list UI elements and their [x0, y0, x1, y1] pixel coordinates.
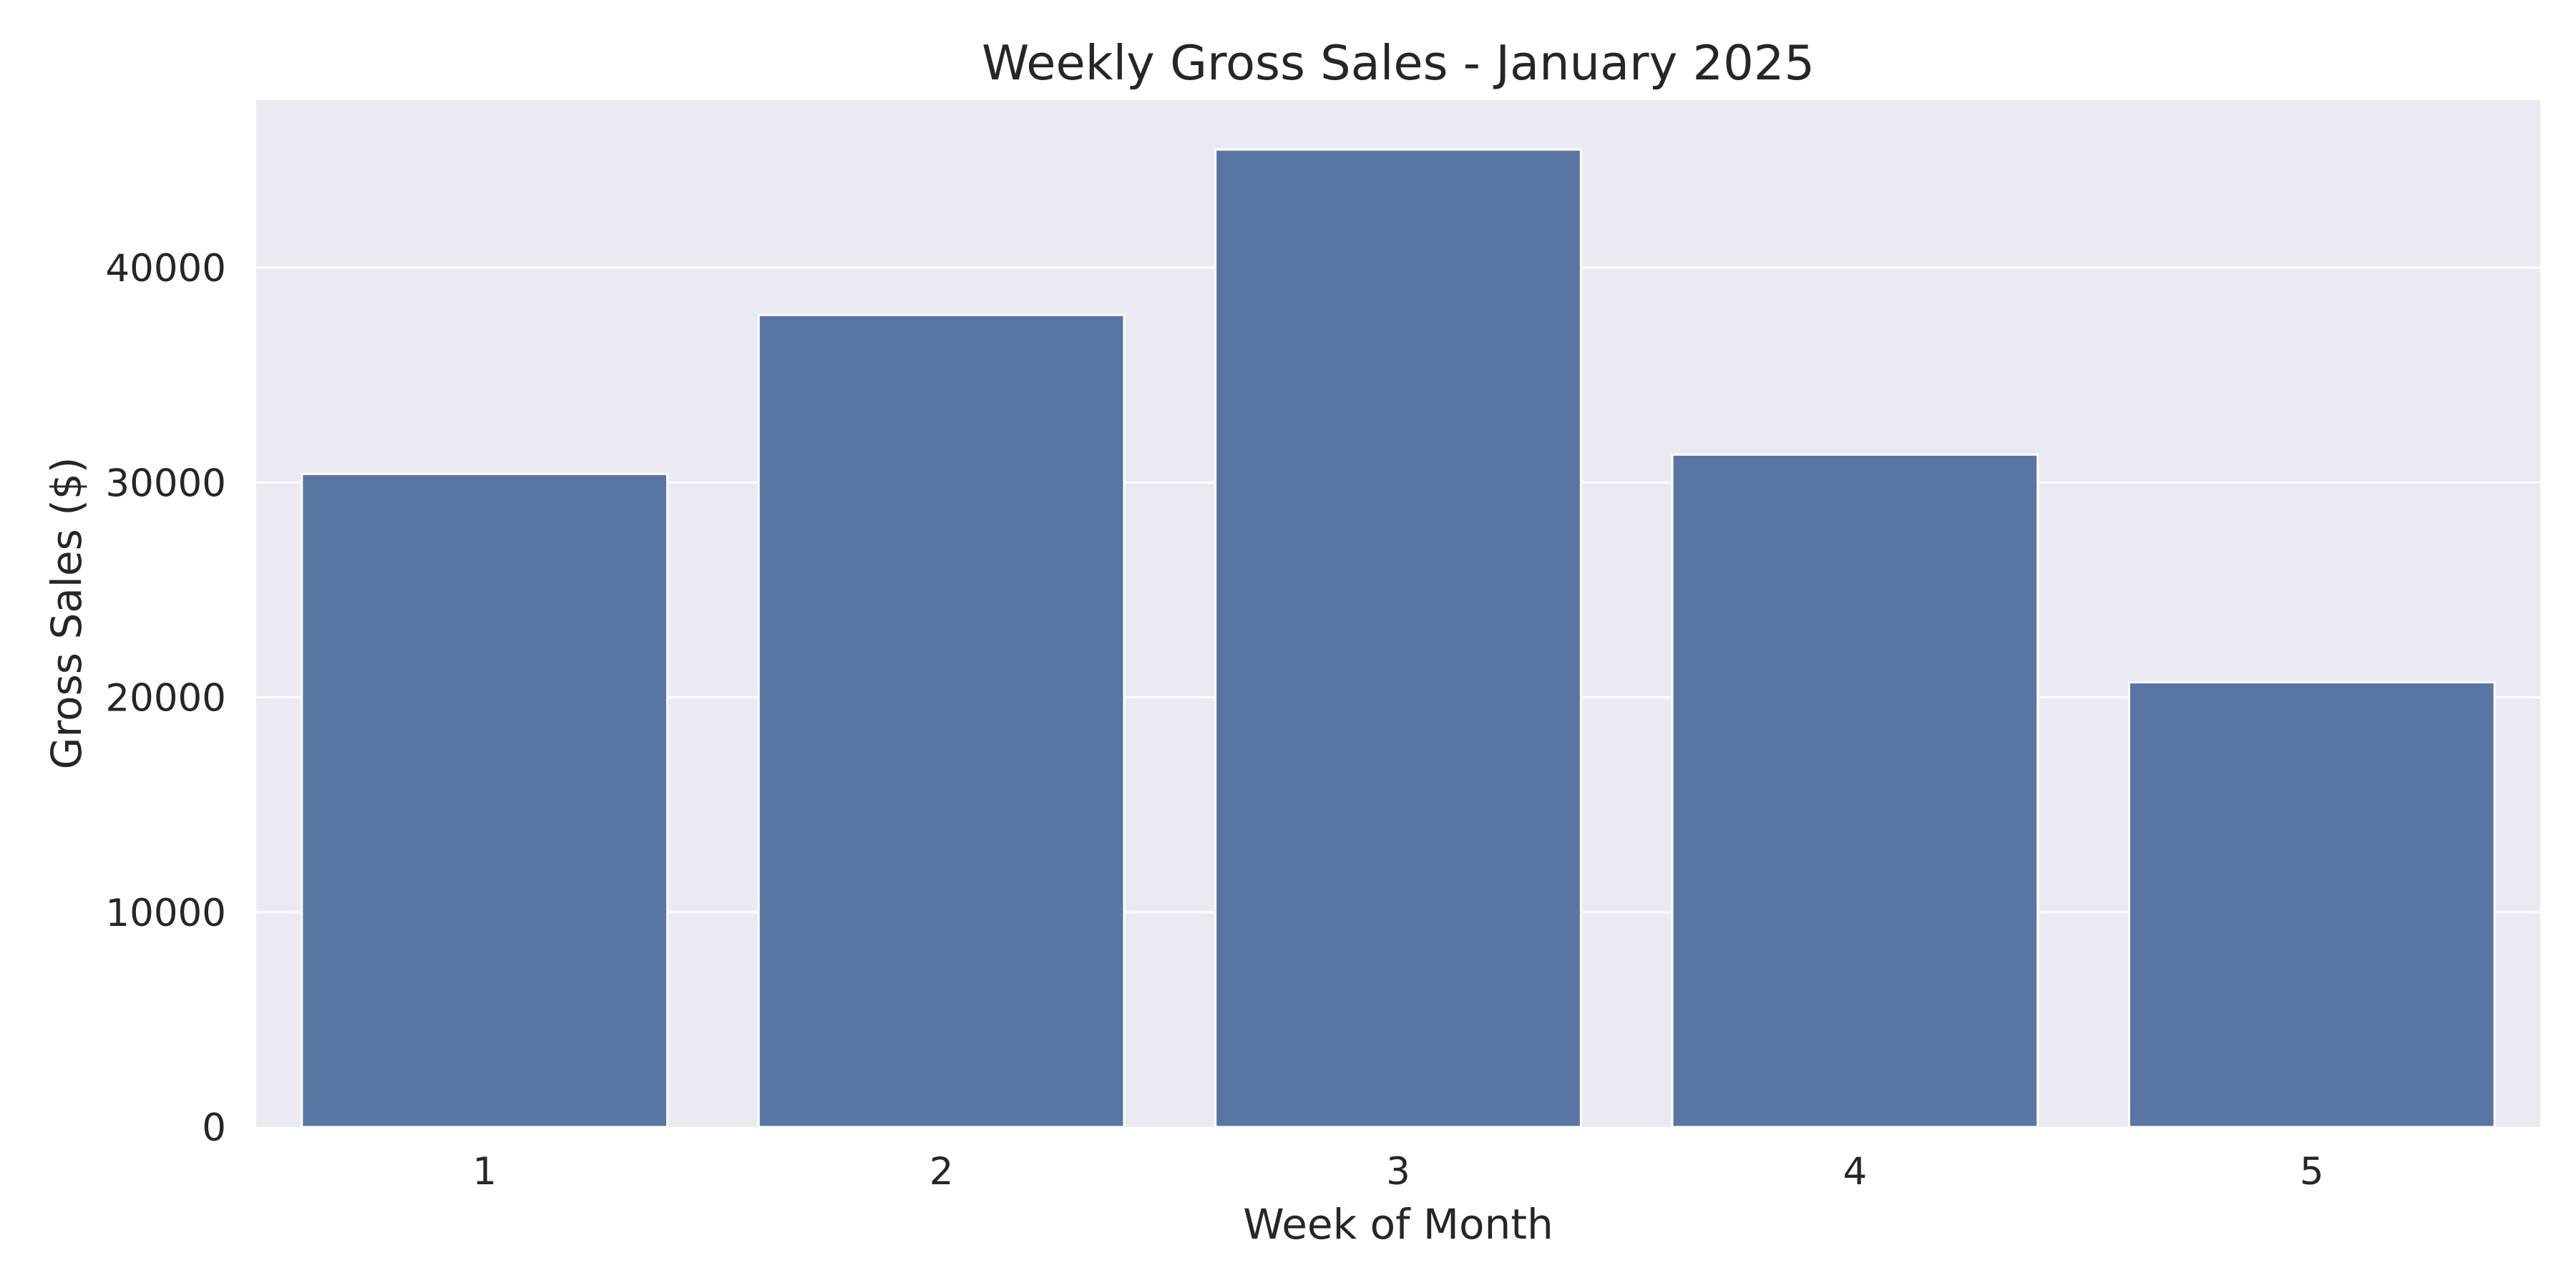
- y-tick-label: 10000: [105, 892, 226, 935]
- x-axis-ticks: 1 2 3 4 5: [472, 1150, 2323, 1194]
- bar-week-5: [2127, 681, 2496, 1128]
- bar-week-1: [301, 472, 669, 1128]
- x-tick-label: 4: [1843, 1150, 1868, 1194]
- y-axis-label: Gross Sales ($): [42, 457, 91, 770]
- y-axis-ticks: 0 10000 20000 30000 40000: [105, 247, 226, 1150]
- bar-week-4: [1671, 453, 2039, 1128]
- y-tick-label: 0: [202, 1106, 226, 1150]
- y-tick-label: 30000: [105, 462, 226, 505]
- x-tick-label: 3: [1386, 1150, 1410, 1194]
- x-tick-label: 2: [930, 1150, 954, 1194]
- chart-title: Weekly Gross Sales - January 2025: [982, 35, 1815, 91]
- x-tick-label: 5: [2300, 1150, 2324, 1194]
- x-tick-label: 1: [472, 1150, 497, 1194]
- bar-week-2: [757, 313, 1126, 1128]
- y-tick-label: 20000: [105, 677, 226, 721]
- bar-week-3: [1214, 148, 1582, 1128]
- x-axis-label: Week of Month: [1243, 1200, 1553, 1249]
- y-tick-label: 40000: [105, 247, 226, 291]
- bars: [301, 148, 2496, 1128]
